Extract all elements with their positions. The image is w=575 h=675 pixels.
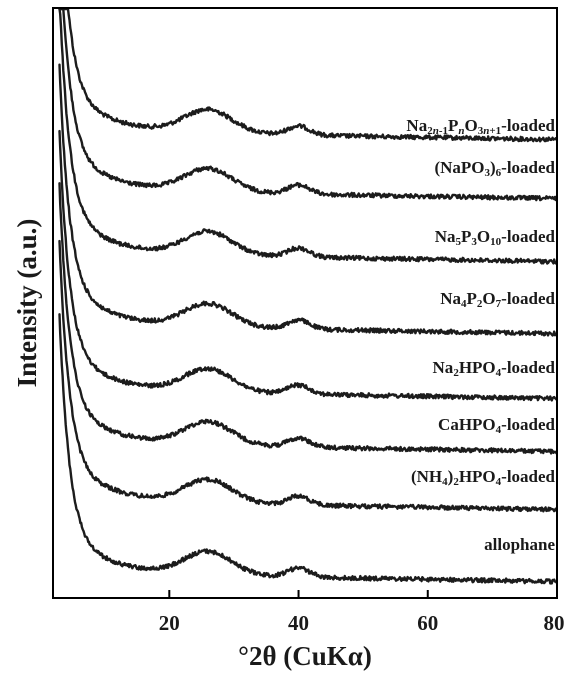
series-label: Na2n-1PnO3n+1-loaded <box>406 116 555 137</box>
series-line <box>58 7 558 143</box>
series-label: allophane <box>484 535 555 554</box>
plot-frame <box>52 7 558 599</box>
traces-layer <box>58 7 558 585</box>
x-ticks-layer: 20 40 60 80 <box>159 590 565 635</box>
series-label: (NaPO3)6-loaded <box>434 158 555 179</box>
series-line <box>58 7 558 202</box>
series-line <box>58 63 558 337</box>
series-label: (NH4)2HPO4-loaded <box>411 467 555 488</box>
series-label: Na5P3O10-loaded <box>435 227 555 248</box>
series-line <box>58 129 558 402</box>
series-line <box>58 239 558 513</box>
series-line <box>58 7 558 265</box>
series-label: CaHPO4-loaded <box>438 415 555 436</box>
series-line <box>58 313 558 585</box>
x-tick-label: 60 <box>417 611 438 635</box>
x-axis-title: °2θ (CuKα) <box>238 641 372 671</box>
y-axis-title: Intensity (a.u.) <box>12 219 42 388</box>
x-tick-label: 40 <box>288 611 309 635</box>
x-tick-label: 20 <box>159 611 180 635</box>
series-label: Na2HPO4-loaded <box>433 358 555 379</box>
axes-layer <box>52 7 558 599</box>
series-labels-layer: Na2n-1PnO3n+1-loaded (NaPO3)6-loaded Na5P3… <box>406 116 555 554</box>
series-label: Na4P2O7-loaded <box>440 289 555 310</box>
x-tick-label: 80 <box>544 611 565 635</box>
series-line <box>58 182 558 455</box>
